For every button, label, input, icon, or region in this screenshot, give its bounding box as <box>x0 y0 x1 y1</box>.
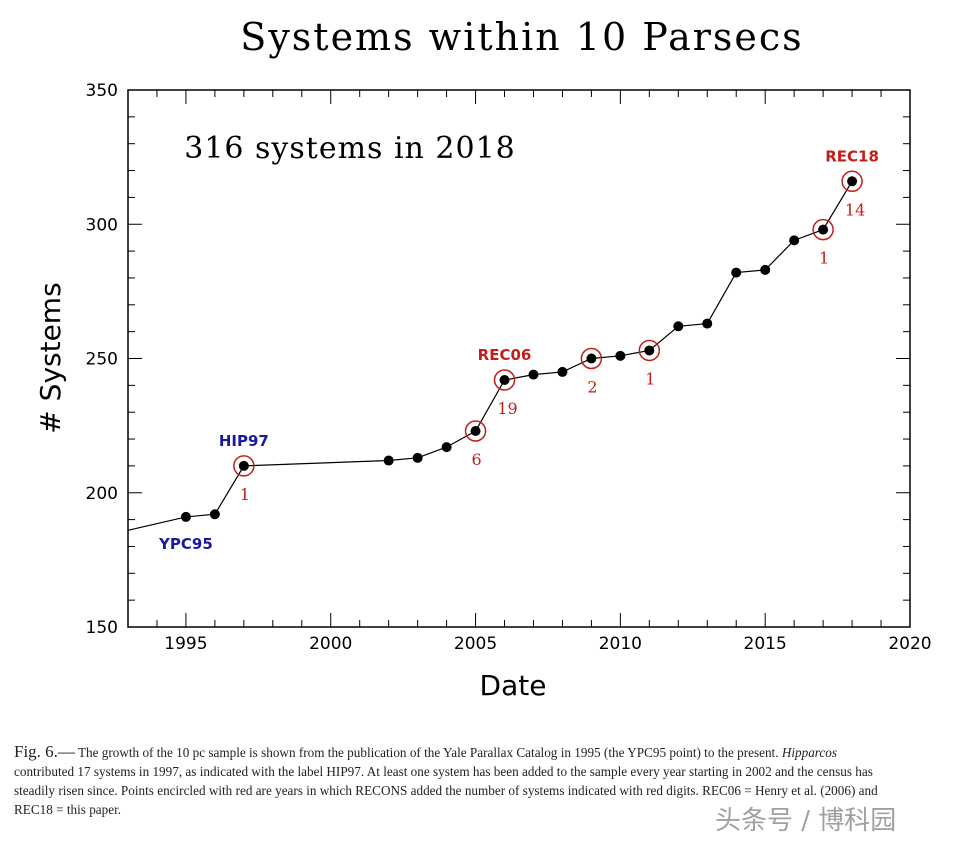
data-point <box>673 321 684 332</box>
data-point <box>586 353 597 364</box>
data-point <box>818 224 829 235</box>
data-point <box>702 318 713 329</box>
data-point <box>383 455 394 466</box>
data-point <box>644 345 655 356</box>
data-point <box>731 267 742 278</box>
data-point <box>180 511 191 522</box>
data-point <box>209 509 220 520</box>
added-count-label: 14 <box>845 200 865 219</box>
data-point <box>499 374 510 385</box>
annotation: 316 systems in 2018 <box>184 131 516 166</box>
highlight-circle <box>233 455 255 477</box>
chart-title: Systems within 10 Parsecs <box>240 15 803 59</box>
highlight-circle <box>812 218 834 241</box>
added-count-label: 1 <box>240 485 250 504</box>
data-point <box>789 235 800 246</box>
added-count-label: 6 <box>471 450 481 469</box>
data-point <box>238 460 249 471</box>
highlight-circle <box>580 347 603 370</box>
catalog-label: REC18 <box>825 147 879 165</box>
caption-text: The growth of the 10 pc sample is shown … <box>74 745 782 760</box>
x-tick-label: 1995 <box>164 634 207 654</box>
y-tick-label: 200 <box>86 484 118 504</box>
data-point <box>847 176 858 187</box>
caption-fig-label: Fig. 6.— <box>14 742 75 761</box>
y-axis-label: # Systems <box>34 282 67 433</box>
data-point <box>470 425 481 436</box>
highlight-circle <box>841 170 863 193</box>
y-tick-label: 250 <box>86 350 118 370</box>
data-point <box>615 350 626 361</box>
data-point <box>412 452 423 463</box>
catalog-label: HIP97 <box>219 432 269 450</box>
caption-italic: Hipparcos <box>781 745 838 760</box>
catalog-label: YPC95 <box>158 535 213 553</box>
x-axis-label: Date <box>480 669 547 702</box>
watermark: 头条号 / 博科园 <box>715 806 897 836</box>
added-count-label: 19 <box>497 399 517 418</box>
x-tick-label: 2005 <box>454 634 497 654</box>
y-tick-label: 150 <box>86 618 118 638</box>
highlight-circle <box>493 369 516 391</box>
highlight-circle <box>638 339 661 362</box>
y-tick-label: 350 <box>86 81 118 101</box>
data-point <box>760 264 771 275</box>
added-count-label: 2 <box>587 378 597 397</box>
chart: Systems within 10 Parsecs 316 systems in… <box>34 15 932 702</box>
x-tick-label: 2020 <box>888 634 931 654</box>
added-count-label: 1 <box>645 369 655 388</box>
caption-text-2: contributed 17 systems in 1997, as indic… <box>14 764 878 817</box>
data-point <box>557 366 568 377</box>
x-tick-label: 2000 <box>309 634 352 654</box>
x-tick-label: 2015 <box>744 634 787 654</box>
data-point <box>528 369 539 380</box>
figure-caption: Fig. 6.— The growth of the 10 pc sample … <box>14 742 894 819</box>
catalog-label: REC06 <box>478 346 532 364</box>
data-point <box>441 442 452 453</box>
highlight-circle <box>464 420 487 442</box>
y-tick-label: 300 <box>86 215 118 235</box>
x-tick-label: 2010 <box>599 634 642 654</box>
added-count-label: 1 <box>819 249 829 268</box>
